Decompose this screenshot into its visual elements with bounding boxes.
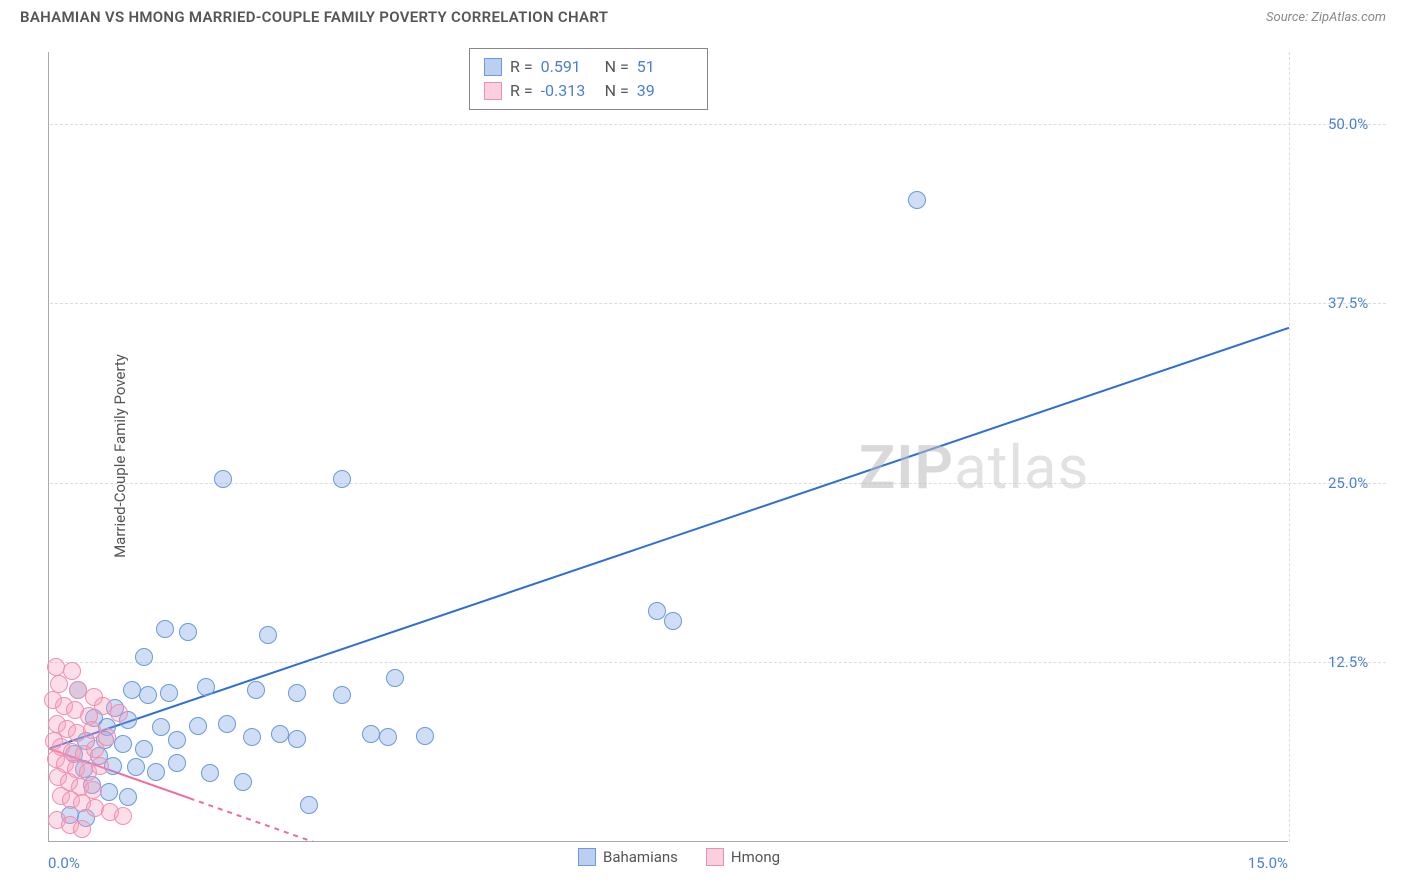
stats-row-blue: R = 0.591 N = 51 — [484, 55, 693, 79]
scatter-point — [243, 728, 261, 746]
chart-container: Married-Couple Family Poverty ZIPatlas R… — [48, 52, 1386, 842]
scatter-point — [94, 697, 112, 715]
scatter-point — [664, 612, 682, 630]
scatter-point — [100, 783, 118, 801]
scatter-point — [333, 470, 351, 488]
scatter-point — [168, 754, 186, 772]
gridline-h — [50, 662, 1386, 663]
ytick-label: 12.5% — [1328, 653, 1368, 671]
scatter-point — [271, 725, 289, 743]
stats-row-pink: R = -0.313 N = 39 — [484, 79, 693, 103]
scatter-point — [288, 684, 306, 702]
scatter-point — [135, 648, 153, 666]
swatch-blue — [578, 848, 596, 866]
gridline-h — [50, 303, 1386, 304]
scatter-point — [160, 684, 178, 702]
scatter-point — [201, 764, 219, 782]
scatter-point — [114, 807, 132, 825]
scatter-point — [152, 718, 170, 736]
xtick-label: 15.0% — [1248, 854, 1288, 872]
scatter-point — [288, 730, 306, 748]
ytick-label: 50.0% — [1328, 115, 1368, 133]
scatter-point — [127, 758, 145, 776]
ytick-label: 37.5% — [1328, 294, 1368, 312]
scatter-point — [908, 191, 926, 209]
scatter-point — [168, 731, 186, 749]
gridline-v — [1289, 52, 1290, 842]
swatch-blue — [484, 58, 502, 76]
scatter-point — [179, 623, 197, 641]
scatter-point — [123, 681, 141, 699]
scatter-point — [86, 740, 104, 758]
watermark: ZIPatlas — [859, 432, 1090, 503]
scatter-point — [379, 728, 397, 746]
scatter-point — [119, 788, 137, 806]
scatter-point — [47, 658, 65, 676]
scatter-point — [139, 686, 157, 704]
legend: Bahamians Hmong — [578, 848, 780, 866]
scatter-point — [300, 796, 318, 814]
stats-box: R = 0.591 N = 51 R = -0.313 N = 39 — [469, 48, 708, 110]
scatter-point — [156, 620, 174, 638]
scatter-point — [247, 681, 265, 699]
legend-item-bahamians: Bahamians — [578, 848, 678, 866]
scatter-point — [91, 757, 109, 775]
swatch-pink — [706, 848, 724, 866]
scatter-point — [197, 678, 215, 696]
scatter-point — [234, 773, 252, 791]
chart-source: Source: ZipAtlas.com — [1266, 10, 1386, 25]
chart-header: BAHAMIAN VS HMONG MARRIED-COUPLE FAMILY … — [0, 0, 1406, 30]
scatter-point — [135, 740, 153, 758]
scatter-point — [69, 681, 87, 699]
scatter-point — [73, 820, 91, 838]
scatter-point — [416, 727, 434, 745]
plot-area: ZIPatlas R = 0.591 N = 51 R = -0.313 N =… — [48, 52, 1288, 842]
gridline-h — [50, 124, 1386, 125]
scatter-point — [189, 717, 207, 735]
scatter-point — [648, 602, 666, 620]
xtick-label: 0.0% — [48, 854, 80, 872]
scatter-point — [362, 725, 380, 743]
scatter-point — [333, 686, 351, 704]
swatch-pink — [484, 82, 502, 100]
scatter-point — [214, 470, 232, 488]
legend-item-hmong: Hmong — [706, 848, 780, 866]
ytick-label: 25.0% — [1328, 474, 1368, 492]
scatter-point — [386, 669, 404, 687]
scatter-point — [218, 715, 236, 733]
gridline-h — [50, 483, 1386, 484]
chart-title: BAHAMIAN VS HMONG MARRIED-COUPLE FAMILY … — [20, 8, 608, 26]
scatter-point — [110, 704, 128, 722]
scatter-point — [147, 763, 165, 781]
scatter-point — [114, 735, 132, 753]
scatter-point — [259, 626, 277, 644]
